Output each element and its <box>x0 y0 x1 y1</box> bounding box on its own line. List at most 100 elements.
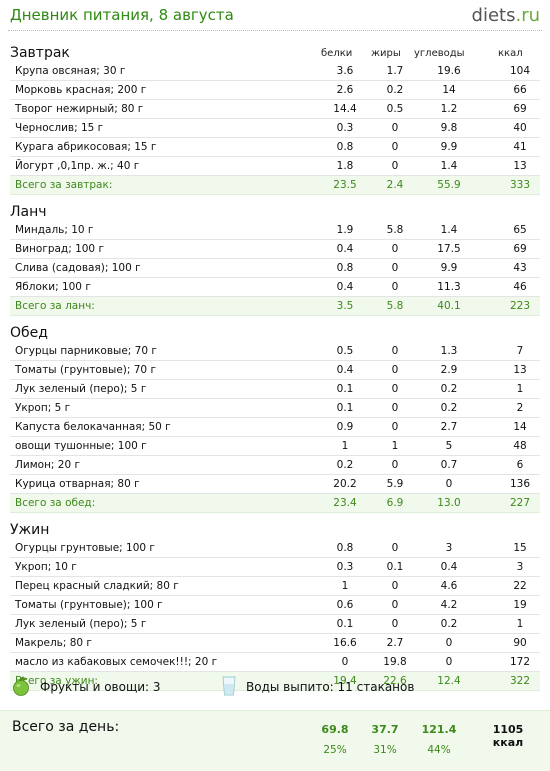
meal-rows: Крупа овсяная; 30 г 3.6 1.7 19.6 104 Морковь … <box>10 62 540 195</box>
fat-value: 5.8 <box>386 224 404 236</box>
food-row: Капуста белокачанная; 50 г 0.9 0 2.7 14 <box>10 418 540 437</box>
food-name: Крупа овсяная; 30 г <box>15 65 126 77</box>
carbs-value: 0 <box>445 478 453 490</box>
column-carbs: углеводы <box>414 48 465 59</box>
protein-value: 0 <box>341 656 349 668</box>
food-row: Виноград; 100 г 0.4 0 17.5 69 <box>10 240 540 259</box>
protein-value: 0.8 <box>336 262 354 274</box>
kcal-value: 227 <box>509 497 531 509</box>
meal-section: Ланч Миндаль; 10 г 1.9 5.8 1.4 65 Виноград; 10… <box>0 203 550 316</box>
kcal-value: 7 <box>516 345 524 357</box>
carbs-value: 0.2 <box>440 383 458 395</box>
protein-value: 0.2 <box>336 459 354 471</box>
fat-value: 0 <box>391 402 399 414</box>
food-name: овощи тушонные; 100 г <box>15 440 147 452</box>
food-name: Яблоки; 100 г <box>15 281 91 293</box>
food-row: Макрель; 80 г 16.6 2.7 0 90 <box>10 634 540 653</box>
column-kcal: ккал <box>498 48 523 59</box>
fat-value: 1.7 <box>386 65 404 77</box>
kcal-value: 3 <box>516 561 524 573</box>
kcal-value: 40 <box>513 122 527 134</box>
daily-summary: Фрукты и овощи: 3 Воды выпито: 11 стакан… <box>0 676 550 700</box>
food-name: Огурцы парниковые; 70 г <box>15 345 157 357</box>
day-protein: 69.8 <box>321 723 349 736</box>
kcal-value: 69 <box>513 103 527 115</box>
food-row: Курица отварная; 80 г 20.2 5.9 0 136 <box>10 475 540 494</box>
food-row: Творог нежирный; 80 г 14.4 0.5 1.2 69 <box>10 100 540 119</box>
protein-value: 20.2 <box>333 478 357 490</box>
kcal-value: 13 <box>513 364 527 376</box>
food-name: Лимон; 20 г <box>15 459 81 471</box>
protein-value: 0.4 <box>336 364 354 376</box>
food-name: Перец красный сладкий; 80 г <box>15 580 179 592</box>
meal-rows: Миндаль; 10 г 1.9 5.8 1.4 65 Виноград; 100 г 0… <box>10 221 540 316</box>
carbs-value: 1.2 <box>440 103 458 115</box>
protein-value: 23.4 <box>333 497 357 509</box>
kcal-value: 13 <box>513 160 527 172</box>
day-fat-pct: 31% <box>373 744 397 756</box>
fat-value: 0.1 <box>386 561 404 573</box>
fat-value: 0 <box>391 243 399 255</box>
kcal-value: 322 <box>509 675 531 687</box>
total-label: Всего за ланч: <box>15 300 95 312</box>
glass-icon <box>222 676 236 696</box>
food-row: Лук зеленый (перо); 5 г 0.1 0 0.2 1 <box>10 615 540 634</box>
carbs-value: 5 <box>445 440 453 452</box>
day-protein-pct: 25% <box>323 744 347 756</box>
carbs-value: 0.7 <box>440 459 458 471</box>
food-name: Макрель; 80 г <box>15 637 92 649</box>
fat-value: 2.7 <box>386 637 404 649</box>
site-logo[interactable]: diets.ru <box>472 5 540 26</box>
fat-value: 0 <box>391 364 399 376</box>
protein-value: 16.6 <box>333 637 357 649</box>
fat-value: 19.8 <box>383 656 407 668</box>
protein-value: 0.8 <box>336 141 354 153</box>
fat-value: 0.2 <box>386 84 404 96</box>
meal-rows: Огурцы грунтовые; 100 г 0.8 0 3 15 Укроп; 10 … <box>10 539 540 691</box>
kcal-value: 1 <box>516 383 524 395</box>
fat-value: 0 <box>391 618 399 630</box>
carbs-value: 0.2 <box>440 618 458 630</box>
apple-icon <box>13 676 29 696</box>
protein-value: 0.3 <box>336 561 354 573</box>
protein-value: 0.4 <box>336 281 354 293</box>
total-label: Всего за ужин: <box>15 675 98 687</box>
fat-value: 0 <box>391 262 399 274</box>
total-label: Всего за завтрак: <box>15 179 113 191</box>
day-carbs-pct: 44% <box>427 744 451 756</box>
water-count: Воды выпито: 11 стаканов <box>246 680 415 694</box>
protein-value: 0.6 <box>336 599 354 611</box>
fat-value: 22.6 <box>383 675 407 687</box>
food-row: масло из кабаковых семочек!!!; 20 г 0 19.8… <box>10 653 540 672</box>
meal-title: Завтрак <box>10 45 70 61</box>
fat-value: 5.9 <box>386 478 404 490</box>
protein-value: 0.4 <box>336 243 354 255</box>
protein-value: 0.3 <box>336 122 354 134</box>
fat-value: 0 <box>391 421 399 433</box>
carbs-value: 17.5 <box>437 243 461 255</box>
kcal-value: 136 <box>509 478 531 490</box>
carbs-value: 11.3 <box>437 281 461 293</box>
protein-value: 3.6 <box>336 65 354 77</box>
food-row: Миндаль; 10 г 1.9 5.8 1.4 65 <box>10 221 540 240</box>
protein-value: 0.1 <box>336 383 354 395</box>
food-name: Томаты (грунтовые); 70 г <box>15 364 156 376</box>
food-name: Томаты (грунтовые); 100 г <box>15 599 163 611</box>
kcal-value: 333 <box>509 179 531 191</box>
meal-title: Ланч <box>10 204 47 220</box>
fat-value: 0 <box>391 459 399 471</box>
fat-value: 0 <box>391 599 399 611</box>
carbs-value: 3 <box>445 542 453 554</box>
fat-value: 0.5 <box>386 103 404 115</box>
food-name: Миндаль; 10 г <box>15 224 94 236</box>
carbs-value: 9.9 <box>440 262 458 274</box>
page-title: Дневник питания, 8 августа <box>10 6 234 24</box>
fat-value: 6.9 <box>386 497 404 509</box>
carbs-value: 13.0 <box>437 497 461 509</box>
food-name: Лук зеленый (перо); 5 г <box>15 618 147 630</box>
carbs-value: 1.3 <box>440 345 458 357</box>
fat-value: 2.4 <box>386 179 404 191</box>
fat-value: 0 <box>391 580 399 592</box>
meal-total-row: Всего за ланч: 3.5 5.8 40.1 223 <box>10 297 540 316</box>
carbs-value: 2.9 <box>440 364 458 376</box>
